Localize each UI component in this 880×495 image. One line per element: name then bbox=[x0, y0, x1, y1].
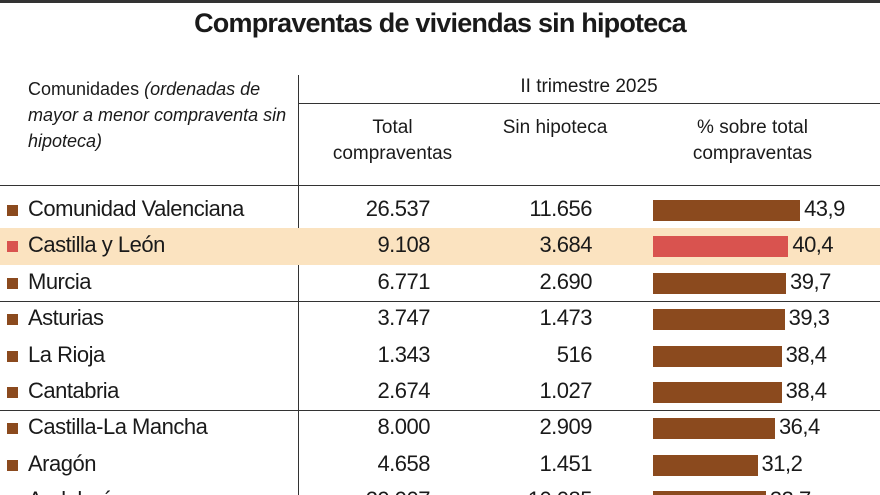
column-header: % sobre total compraventas bbox=[692, 117, 813, 164]
pct-label: 40,4 bbox=[792, 232, 834, 258]
column-header: Total compraventas bbox=[332, 117, 453, 164]
sin-hipoteca: 516 bbox=[556, 341, 593, 367]
sin-hipoteca: 1.451 bbox=[539, 450, 592, 476]
bar bbox=[653, 236, 789, 258]
sin-hipoteca: 1.027 bbox=[539, 378, 592, 403]
region-name: Murcia bbox=[28, 268, 92, 294]
marker bbox=[7, 459, 18, 471]
marker bbox=[7, 423, 18, 435]
region-name: Cantabria bbox=[28, 378, 119, 403]
pct-label: 43,9 bbox=[804, 196, 845, 221]
region-name: Asturias bbox=[28, 305, 104, 331]
rule bbox=[298, 103, 880, 104]
total: 29.907 bbox=[300, 487, 431, 495]
top-rule bbox=[0, 0, 880, 3]
total: 6.771 bbox=[377, 268, 430, 294]
region-name: Castilla-La Mancha bbox=[28, 414, 208, 440]
sin-hipoteca: 1.473 bbox=[539, 305, 592, 331]
sin-hipoteca: 11.656 bbox=[529, 196, 592, 221]
bar bbox=[653, 200, 801, 221]
title: Compraventas de viviendas sin hipoteca bbox=[194, 8, 687, 38]
marker bbox=[7, 387, 18, 398]
marker bbox=[7, 350, 18, 362]
bar bbox=[653, 418, 775, 440]
bar bbox=[653, 272, 786, 294]
region-note: (ordenadas de mayor a menor compraventa … bbox=[28, 79, 287, 151]
marker bbox=[7, 314, 18, 326]
sin-hipoteca: 3.684 bbox=[539, 232, 592, 258]
region-name: Andalucía bbox=[28, 487, 122, 495]
pct-label: 39,7 bbox=[789, 268, 831, 294]
region-header: Comunidades (ordenadas de mayor a menor … bbox=[28, 76, 288, 154]
rule bbox=[298, 75, 299, 495]
pct-label: 39,3 bbox=[788, 305, 830, 331]
column-header: Sin hipoteca bbox=[502, 117, 608, 138]
region-name: Comunidad Valenciana bbox=[28, 196, 244, 221]
total: 26.537 bbox=[365, 196, 431, 221]
total: 4.658 bbox=[377, 450, 430, 476]
total: 8.000 bbox=[377, 414, 430, 440]
sin-hipoteca: 2.909 bbox=[539, 414, 592, 440]
pct-label: 38,4 bbox=[785, 378, 827, 403]
bar bbox=[653, 382, 782, 403]
pct-label: 33,7 bbox=[770, 487, 811, 495]
sin-hipoteca: 10.085 bbox=[470, 487, 593, 495]
marker bbox=[7, 205, 18, 216]
total: 9.108 bbox=[377, 232, 430, 258]
region-label: Comunidades bbox=[28, 79, 140, 99]
period-header: II trimestre 2025 bbox=[520, 76, 658, 97]
bar bbox=[653, 491, 766, 495]
bar bbox=[653, 454, 758, 476]
sin-hipoteca: 2.690 bbox=[539, 268, 592, 294]
pct-label: 31,2 bbox=[761, 450, 803, 476]
rule bbox=[0, 301, 880, 303]
region-name: La Rioja bbox=[28, 341, 105, 367]
region-name: Castilla y León bbox=[28, 232, 165, 258]
rule bbox=[0, 185, 880, 186]
pct-label: 38,4 bbox=[785, 341, 827, 367]
region-name: Aragón bbox=[28, 450, 96, 476]
marker bbox=[7, 241, 18, 253]
total: 3.747 bbox=[377, 305, 430, 331]
marker bbox=[7, 277, 18, 289]
total: 1.343 bbox=[377, 341, 430, 367]
pct-label: 36,4 bbox=[778, 414, 820, 440]
bar bbox=[653, 345, 782, 367]
rule bbox=[0, 410, 880, 412]
bar bbox=[653, 309, 785, 331]
total: 2.674 bbox=[377, 378, 430, 403]
